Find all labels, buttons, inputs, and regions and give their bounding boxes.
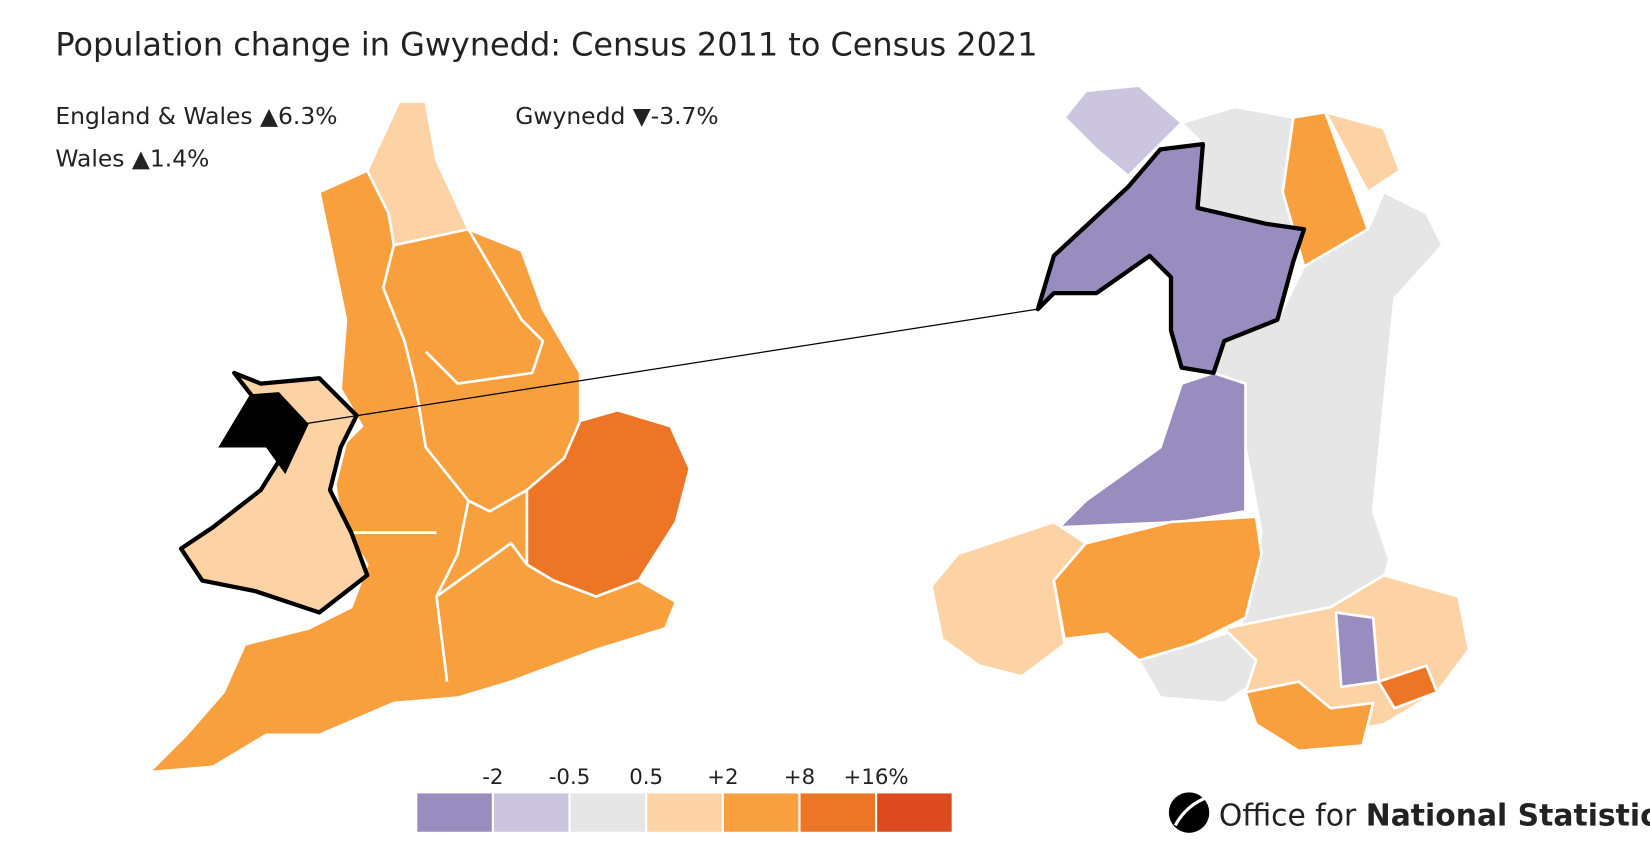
ceredigion — [1057, 371, 1247, 529]
legend-swatch — [493, 793, 569, 832]
legend-swatch — [723, 793, 799, 832]
legend-swatch — [800, 793, 876, 832]
stat-england-wales: England & Wales ▲6.3% — [55, 102, 337, 130]
stat-wales: Wales ▲1.4% — [55, 144, 209, 172]
legend-label: -2 — [482, 765, 503, 790]
logo-bold: National Statistics — [1366, 798, 1650, 833]
england-wales-map — [147, 100, 692, 774]
legend-label: +2 — [707, 765, 738, 790]
legend: -2 -0.5 0.5 +2 +8 +16% — [417, 765, 952, 832]
newport — [1377, 664, 1439, 710]
blaenau-gwent — [1334, 611, 1380, 689]
legend-swatch — [570, 793, 646, 832]
ons-logo: Office for National Statistics — [1168, 792, 1650, 833]
legend-label: -0.5 — [549, 765, 591, 790]
east-of-england — [525, 408, 692, 598]
flintshire — [1323, 110, 1402, 194]
legend-label: +16% — [844, 765, 909, 790]
wales-map — [930, 84, 1471, 753]
legend-swatch — [877, 793, 952, 832]
connector-line — [303, 308, 1039, 425]
logo-text: Office for National Statistics — [1219, 798, 1650, 833]
logo-regular: Office for — [1219, 798, 1357, 833]
wales — [178, 370, 370, 615]
gwynedd-highlight — [218, 392, 309, 475]
legend-swatch — [417, 793, 492, 832]
cardiff-vale — [1244, 680, 1375, 753]
gwynedd — [1035, 141, 1307, 376]
region-border — [351, 228, 545, 682]
north-east — [365, 100, 470, 247]
logo-icon-mark — [1173, 795, 1210, 827]
title: Population change in Gwynedd: Census 201… — [55, 26, 1037, 64]
legend-label: +8 — [784, 765, 815, 790]
stat-gwynedd: Gwynedd ▼-3.7% — [515, 102, 718, 130]
legend-swatch — [647, 793, 722, 832]
legend-label: 0.5 — [629, 765, 663, 790]
